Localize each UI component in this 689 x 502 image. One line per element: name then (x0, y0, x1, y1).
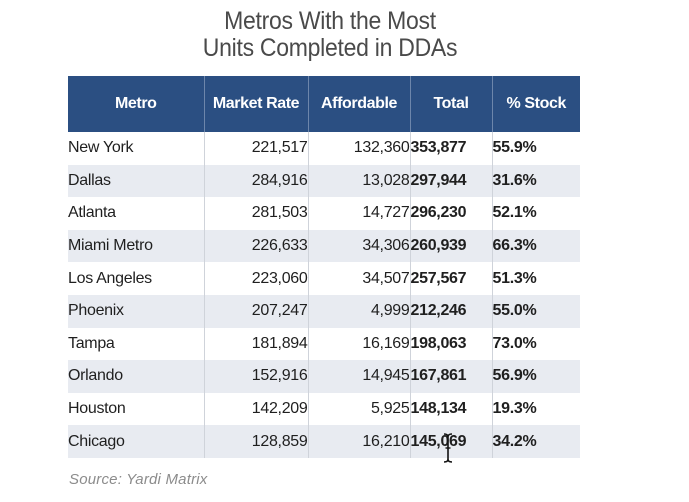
cell-metro: Chicago (68, 425, 205, 458)
cell-total: 148,134 (410, 392, 493, 426)
cell-affordable: 34,306 (308, 229, 411, 263)
table-body: New York 221,517 132,360 353,877 55.9% Dallas… (68, 132, 580, 458)
table-title: Metros With the Most Units Completed in … (0, 8, 660, 62)
cell-metro: Tampa (68, 327, 205, 361)
cell-pct-stock: 55.0% (492, 294, 580, 328)
cell-affordable: 16,169 (308, 327, 411, 361)
cell-affordable: 34,507 (308, 262, 411, 295)
source-note: Source: Yardi Matrix (69, 471, 208, 488)
cell-affordable: 132,360 (308, 132, 411, 165)
table-row: Chicago 128,859 16,210 145,069 34.2% (68, 425, 580, 458)
cell-pct-stock: 56.9% (492, 360, 580, 393)
cell-affordable: 5,925 (308, 392, 411, 426)
cell-affordable: 14,727 (308, 197, 411, 230)
cell-total: 260,939 (410, 229, 493, 263)
table-header-row: Metro Market Rate Affordable Total % Sto… (68, 76, 580, 132)
cell-metro: New York (68, 132, 205, 165)
cell-metro: Phoenix (68, 294, 205, 328)
header-metro: Metro (68, 76, 205, 132)
cell-market-rate: 207,247 (204, 294, 309, 328)
cell-total: 167,861 (410, 360, 493, 393)
title-line-1: Metros With the Most (224, 7, 436, 35)
cell-pct-stock: 66.3% (492, 229, 580, 263)
table-row: Houston 142,209 5,925 148,134 19.3% (68, 392, 580, 426)
cell-total: 297,944 (410, 164, 493, 198)
table-row: New York 221,517 132,360 353,877 55.9% (68, 132, 580, 165)
cell-pct-stock: 19.3% (492, 392, 580, 426)
title-line-2: Units Completed in DDAs (202, 34, 458, 62)
header-pct-stock: % Stock (492, 76, 580, 132)
header-affordable: Affordable (308, 76, 411, 132)
table-row: Atlanta 281,503 14,727 296,230 52.1% (68, 197, 580, 230)
cell-metro: Los Angeles (68, 262, 205, 295)
cell-metro: Miami Metro (68, 229, 205, 263)
cell-market-rate: 221,517 (204, 132, 309, 165)
table-row: Phoenix 207,247 4,999 212,246 55.0% (68, 294, 580, 328)
cell-affordable: 4,999 (308, 294, 411, 328)
header-market-rate: Market Rate (204, 76, 309, 132)
cell-market-rate: 128,859 (204, 425, 309, 458)
cell-pct-stock: 55.9% (492, 132, 580, 165)
cell-market-rate: 181,894 (204, 327, 309, 361)
cell-market-rate: 223,060 (204, 262, 309, 295)
cell-pct-stock: 51.3% (492, 262, 580, 295)
cell-market-rate: 281,503 (204, 197, 309, 230)
table-row: Tampa 181,894 16,169 198,063 73.0% (68, 327, 580, 361)
cell-market-rate: 284,916 (204, 164, 309, 198)
header-total: Total (410, 76, 493, 132)
cell-affordable: 13,028 (308, 164, 411, 198)
cell-total: 198,063 (410, 327, 493, 361)
cell-total: 353,877 (410, 132, 493, 165)
table-row: Orlando 152,916 14,945 167,861 56.9% (68, 360, 580, 393)
cell-metro: Dallas (68, 164, 205, 198)
metros-table: Metro Market Rate Affordable Total % Sto… (68, 76, 580, 458)
cell-market-rate: 226,633 (204, 229, 309, 263)
table-row: Miami Metro 226,633 34,306 260,939 66.3% (68, 229, 580, 263)
cell-market-rate: 142,209 (204, 392, 309, 426)
cell-affordable: 14,945 (308, 360, 411, 393)
text-cursor-icon (443, 433, 453, 463)
cell-pct-stock: 31.6% (492, 164, 580, 198)
cell-total: 257,567 (410, 262, 493, 295)
cell-metro: Orlando (68, 360, 205, 393)
cell-pct-stock: 52.1% (492, 197, 580, 230)
cell-total: 296,230 (410, 197, 493, 230)
table-row: Los Angeles 223,060 34,507 257,567 51.3% (68, 262, 580, 295)
cell-pct-stock: 34.2% (492, 425, 580, 458)
cell-market-rate: 152,916 (204, 360, 309, 393)
cell-affordable: 16,210 (308, 425, 411, 458)
table-row: Dallas 284,916 13,028 297,944 31.6% (68, 164, 580, 198)
cell-total: 145,069 (410, 425, 493, 458)
cell-metro: Atlanta (68, 197, 205, 230)
cell-metro: Houston (68, 392, 205, 426)
cell-pct-stock: 73.0% (492, 327, 580, 361)
cell-total: 212,246 (410, 294, 493, 328)
